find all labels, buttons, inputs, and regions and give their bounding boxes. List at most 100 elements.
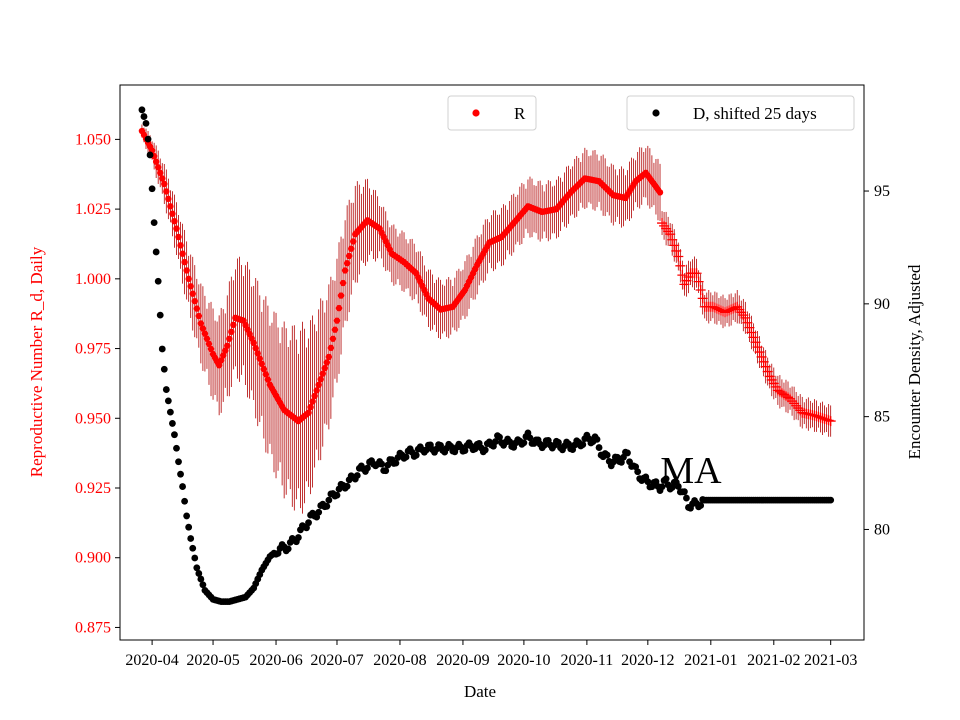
r-projected-point: [711, 303, 722, 314]
left-tick-label: 0.925: [75, 480, 111, 497]
r-projected-point: [793, 403, 804, 414]
d-point: [144, 135, 152, 143]
d-point: [148, 185, 156, 193]
x-tick-label: 2020-07: [310, 652, 363, 669]
r-projected-point: [750, 337, 761, 348]
r-point: [215, 362, 223, 369]
d-point: [158, 345, 166, 353]
r-projected-point: [785, 393, 796, 404]
d-point: [150, 219, 158, 227]
r-point: [189, 290, 196, 297]
plot-frame: [119, 84, 865, 641]
r-projected-point: [762, 366, 773, 377]
r-point: [262, 371, 270, 378]
d-point: [481, 446, 489, 454]
r-projected-point: [746, 327, 757, 338]
d-point: [183, 512, 191, 520]
r-projected-point: [695, 284, 706, 295]
r-point: [165, 195, 172, 203]
d-point: [160, 365, 168, 373]
r-projected-point: [713, 304, 724, 315]
left-tick-label: 1.025: [75, 201, 111, 218]
r-point: [167, 203, 174, 210]
r-projected-point: [758, 356, 769, 367]
d-point: [179, 483, 186, 490]
r-projected-point: [740, 312, 751, 323]
r-point: [159, 175, 166, 182]
d-point: [593, 435, 601, 443]
left-tick-label: 0.900: [75, 550, 111, 567]
r-point: [177, 242, 184, 249]
x-tick-label: 2020-10: [497, 652, 550, 669]
right-tick-label: 95: [874, 183, 890, 200]
r-projected-point: [813, 411, 824, 422]
r-point: [260, 365, 268, 373]
r-point: [252, 345, 259, 352]
d-point: [333, 491, 341, 499]
r-point: [226, 335, 233, 342]
r-point: [323, 359, 331, 366]
r-point: [205, 340, 213, 348]
legend-d-frame: [626, 95, 855, 131]
x-tick-label: 2020-08: [373, 652, 426, 669]
r-projected-point: [821, 414, 832, 425]
r-projected-point: [825, 416, 836, 427]
r-point: [325, 353, 333, 361]
left-tick-label: 1.000: [75, 271, 111, 288]
r-point: [333, 317, 341, 324]
d-series: [138, 106, 835, 606]
right-tick-label: 80: [874, 521, 890, 538]
r-projected-point: [720, 307, 731, 318]
r-projected-point: [756, 351, 767, 362]
r-projected-point: [744, 322, 755, 333]
r-projected-point: [724, 305, 735, 316]
d-point: [146, 151, 154, 159]
d-point: [169, 420, 176, 427]
d-point: [152, 248, 160, 256]
r-point: [217, 357, 225, 364]
r-point: [224, 342, 231, 349]
legend-d-marker: [652, 109, 660, 117]
r-point: [335, 304, 343, 312]
r-projected-point: [811, 411, 822, 422]
r-point: [183, 267, 190, 274]
d-point: [683, 494, 690, 502]
d-point: [142, 119, 150, 127]
right-tick-label: 85: [874, 409, 890, 426]
d-point: [697, 502, 705, 509]
r-projected-point: [728, 303, 739, 314]
r-point: [201, 330, 209, 337]
right-axis-label: Encounter Density, Adjusted: [905, 264, 924, 459]
legend-d-label: D, shifted 25 days: [693, 104, 817, 123]
r-point: [329, 335, 337, 342]
d-point: [197, 575, 205, 583]
legend-r: R: [447, 95, 537, 131]
x-tick-label: 2021-02: [747, 652, 800, 669]
r-projected-point: [722, 306, 733, 317]
d-point: [343, 482, 351, 490]
r-point: [169, 210, 176, 217]
d-point: [384, 461, 392, 469]
d-point: [555, 439, 562, 446]
d-point: [674, 483, 682, 490]
r-projected-point: [669, 240, 680, 251]
r-projected-point: [707, 301, 718, 312]
r-point: [181, 258, 188, 266]
r-projected-point: [754, 347, 765, 358]
x-tick-label: 2020-04: [125, 652, 178, 669]
r-point: [157, 169, 164, 177]
legend-r-marker: [472, 109, 480, 117]
r-point: [345, 252, 353, 260]
r-projected-point: [815, 412, 826, 423]
r-projected-point: [709, 302, 720, 313]
r-point: [319, 370, 326, 377]
d-point: [827, 496, 835, 504]
r-point: [163, 188, 170, 195]
d-point: [364, 464, 371, 472]
d-point: [680, 488, 688, 496]
d-point: [382, 467, 390, 475]
r-projected-point: [748, 332, 759, 343]
r-point: [348, 245, 355, 252]
r-projected-point: [691, 268, 702, 279]
